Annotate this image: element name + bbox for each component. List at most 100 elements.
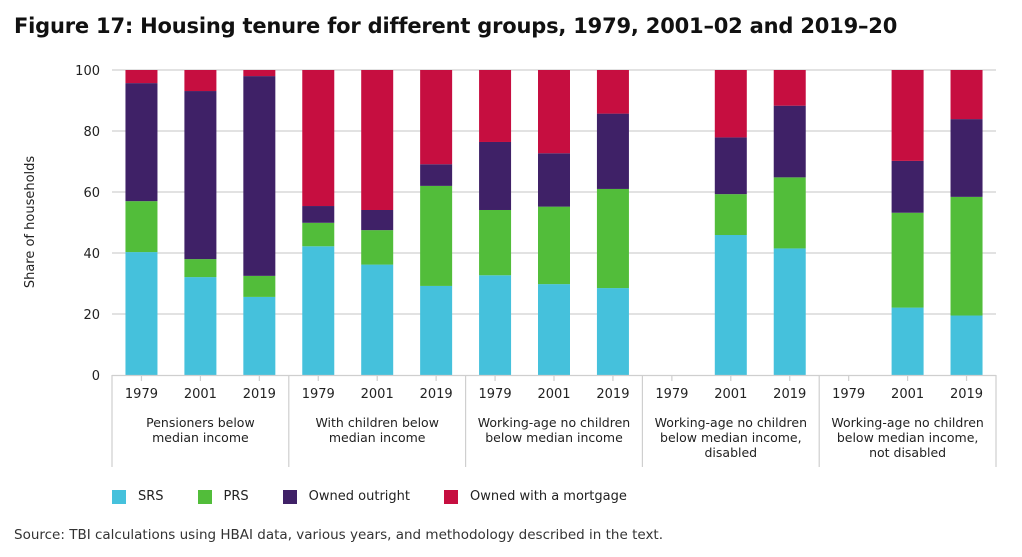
y-axis-label: Share of households	[23, 156, 38, 289]
bar-segment-owned-with-a-mortgage	[184, 70, 217, 92]
legend-swatch	[282, 489, 297, 504]
bar-segment-owned-outright	[420, 164, 453, 186]
bar-segment-prs	[184, 259, 217, 278]
bar-segment-owned-outright	[361, 209, 394, 231]
x-tick-label: 1979	[479, 387, 512, 402]
group-label: below median income,	[837, 430, 979, 445]
legend-swatch	[112, 489, 126, 504]
bar-segment-srs	[479, 275, 512, 375]
bar-segment-prs	[714, 194, 747, 236]
legend-label: Owned outright	[308, 489, 410, 504]
bar-segment-owned-outright	[596, 113, 629, 189]
group-label: Working-age no children	[831, 415, 983, 430]
legend-swatch	[444, 489, 458, 504]
bar-segment-owned-with-a-mortgage	[714, 70, 747, 138]
bar-segment-srs	[302, 246, 335, 375]
y-tick-label: 80	[83, 125, 100, 140]
bar-segment-prs	[538, 206, 570, 285]
x-tick-label: 1979	[302, 387, 335, 402]
bar-segment-owned-outright	[891, 160, 924, 213]
bar-segment-srs	[891, 307, 924, 375]
bar-segment-owned-with-a-mortgage	[361, 70, 394, 210]
bar-segment-prs	[125, 201, 158, 253]
bar-segment-owned-with-a-mortgage	[596, 70, 629, 114]
bar-segment-srs	[950, 315, 983, 375]
y-tick-label: 20	[83, 308, 100, 323]
legend: SRS PRS Owned outright Owned with a mortgag…	[112, 489, 661, 504]
x-tick-label: 1979	[655, 387, 688, 402]
x-tick-label: 2019	[596, 387, 629, 402]
bar-segment-owned-with-a-mortgage	[420, 70, 453, 165]
x-tick-label: 2001	[537, 387, 570, 402]
y-axis-ticks: 0 20 40 60 80 100	[75, 64, 100, 384]
bar-segment-owned-outright	[950, 119, 983, 197]
legend-label: PRS	[223, 489, 249, 504]
bar-segment-srs	[714, 235, 747, 375]
legend-item: Owned outright	[282, 489, 410, 504]
bar-segment-owned-outright	[184, 91, 217, 260]
bar-segment-owned-with-a-mortgage	[302, 70, 335, 207]
group-label: below median income	[485, 430, 623, 445]
bar-segment-owned-with-a-mortgage	[538, 70, 570, 154]
group-label: below median income,	[660, 430, 802, 445]
bar-segment-srs	[420, 285, 453, 375]
x-tick-label: 2001	[361, 387, 394, 402]
bar-segment-owned-outright	[243, 76, 276, 276]
x-tick-label: 2019	[243, 387, 276, 402]
y-tick-label: 60	[83, 186, 100, 201]
bar-segment-prs	[243, 275, 276, 297]
bar-segment-owned-outright	[479, 141, 512, 210]
x-tick-label: 2019	[420, 387, 453, 402]
y-tick-label: 0	[92, 369, 100, 384]
chart-title: Figure 17: Housing tenure for different …	[14, 14, 898, 38]
x-tick-label: 2001	[714, 387, 747, 402]
bar-segment-owned-outright	[125, 83, 158, 202]
group-label: median income	[329, 430, 426, 445]
bar-segment-srs	[243, 296, 276, 375]
group-label: Working-age no children	[655, 415, 807, 430]
x-tick-label: 2001	[184, 387, 217, 402]
bar-segment-prs	[891, 212, 924, 308]
source-note: Source: TBI calculations using HBAI data…	[14, 527, 664, 543]
bar-segment-owned-outright	[538, 153, 570, 207]
x-tick-label: 1979	[832, 387, 865, 402]
legend-item: SRS	[112, 489, 164, 504]
bar-segment-owned-with-a-mortgage	[950, 70, 983, 120]
group-label: Pensioners below	[146, 415, 255, 430]
bar-segment-owned-outright	[302, 206, 335, 223]
bar-segment-prs	[773, 177, 806, 249]
bars	[125, 70, 983, 375]
group-label: disabled	[704, 445, 757, 460]
x-tick-label: 2019	[950, 387, 983, 402]
bar-segment-srs	[538, 284, 570, 375]
y-tick-label: 40	[83, 247, 100, 262]
legend-item: Owned with a mortgage	[444, 489, 627, 504]
bar-segment-prs	[596, 188, 629, 289]
x-tick-label: 2001	[891, 387, 924, 402]
x-tick-label: 2019	[773, 387, 806, 402]
legend-swatch	[197, 489, 212, 504]
y-tick-label: 100	[75, 64, 100, 79]
bar-segment-prs	[950, 196, 983, 316]
x-tick-label: 1979	[125, 387, 158, 402]
legend-item: PRS	[197, 489, 249, 504]
bar-segment-srs	[596, 288, 629, 375]
group-label: not disabled	[869, 445, 946, 460]
bar-segment-srs	[361, 264, 394, 375]
bar-segment-prs	[361, 230, 394, 265]
group-label: Working-age no children	[478, 415, 630, 430]
bar-segment-srs	[184, 277, 217, 375]
bar-segment-prs	[479, 209, 512, 276]
bar-segment-owned-outright	[714, 137, 747, 195]
bar-segment-owned-with-a-mortgage	[243, 70, 276, 77]
bar-segment-srs	[125, 252, 158, 375]
bar-segment-prs	[420, 185, 453, 286]
bar-segment-owned-with-a-mortgage	[125, 70, 158, 84]
group-label: With children below	[315, 415, 438, 430]
bar-segment-owned-with-a-mortgage	[773, 70, 806, 106]
bar-segment-prs	[302, 222, 335, 247]
group-label: median income	[152, 430, 249, 445]
bar-segment-owned-with-a-mortgage	[891, 70, 924, 161]
bar-segment-owned-outright	[773, 105, 806, 178]
